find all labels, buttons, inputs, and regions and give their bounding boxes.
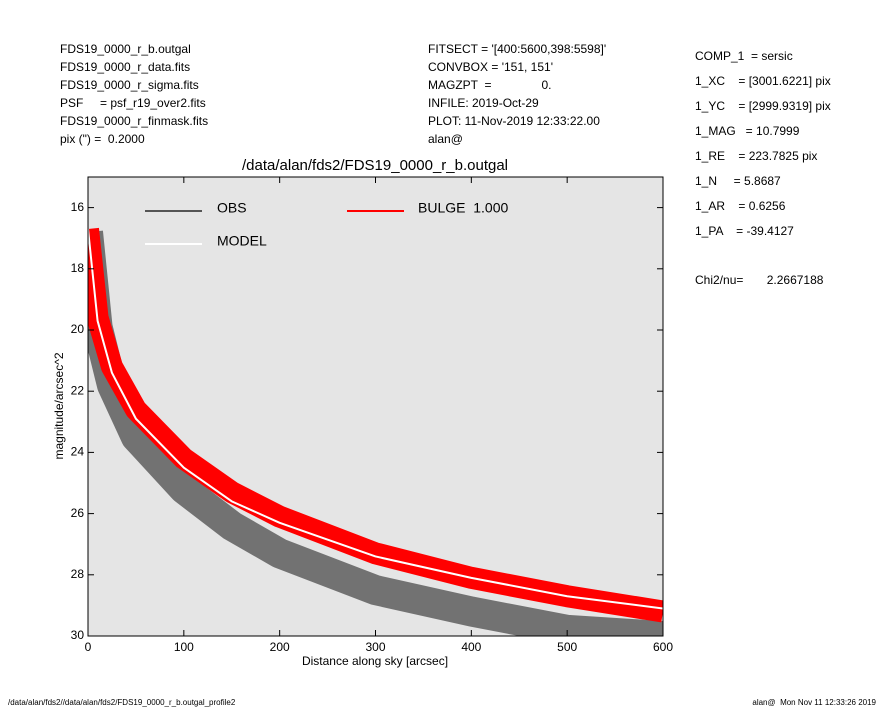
- header-right-line: 1_N = 5.8687: [695, 174, 781, 188]
- y-tick-label: 30: [71, 628, 85, 642]
- y-tick-label: 24: [71, 445, 85, 459]
- header-left-line: FDS19_0000_r_finmask.fits: [60, 114, 208, 128]
- x-tick-label: 400: [461, 640, 481, 654]
- header-right-line: 1_AR = 0.6256: [695, 199, 786, 213]
- header-left-line: FDS19_0000_r_sigma.fits: [60, 78, 199, 92]
- header-right-line: COMP_1 = sersic: [695, 49, 793, 63]
- plot-area: [88, 227, 663, 636]
- y-tick-label: 22: [71, 383, 85, 397]
- header-middle-line: PLOT: 11-Nov-2019 12:33:22.00: [428, 114, 600, 128]
- legend-label: MODEL: [217, 233, 267, 249]
- y-tick-label: 20: [71, 322, 85, 336]
- header-right-line: 1_RE = 223.7825 pix: [695, 149, 817, 163]
- header-middle-line: CONVBOX = '151, 151': [428, 60, 553, 74]
- plot-background: [88, 177, 663, 636]
- header-middle-line: MAGZPT = 0.: [428, 78, 551, 92]
- chi2-text: Chi2/nu= 2.2667188: [695, 273, 824, 287]
- header-right-line: 1_PA = -39.4127: [695, 224, 794, 238]
- header-right-line: 1_XC = [3001.6221] pix: [695, 74, 831, 88]
- x-tick-label: 200: [270, 640, 290, 654]
- y-tick-label: 26: [71, 506, 85, 520]
- header-middle-line: alan@: [428, 132, 463, 146]
- series-line: [88, 228, 663, 610]
- legend-label: OBS: [217, 200, 247, 216]
- chart-title: /data/alan/fds2/FDS19_0000_r_b.outgal: [242, 157, 508, 174]
- header-middle-line: INFILE: 2019-Oct-29: [428, 96, 539, 110]
- x-tick-label: 500: [557, 640, 577, 654]
- x-tick-label: 0: [85, 640, 92, 654]
- header-left-line: FDS19_0000_r_b.outgal: [60, 42, 191, 56]
- x-tick-label: 300: [365, 640, 385, 654]
- y-axis-label: magnitude/arcsec^2: [52, 352, 66, 459]
- x-axis-label: Distance along sky [arcsec]: [302, 654, 448, 668]
- header-right-line: 1_MAG = 10.7999: [695, 124, 800, 138]
- header-middle-line: FITSECT = '[400:5600,398:5598]': [428, 42, 606, 56]
- footer-right: alan@ Mon Nov 11 12:33:26 2019: [752, 698, 876, 707]
- header-left-line: FDS19_0000_r_data.fits: [60, 60, 190, 74]
- footer-left: /data/alan/fds2//data/alan/fds2/FDS19_00…: [8, 698, 236, 707]
- y-tick-label: 18: [71, 261, 85, 275]
- header-left-line: pix (") = 0.2000: [60, 132, 145, 146]
- legend-label: BULGE 1.000: [418, 200, 508, 216]
- header-left-line: PSF = psf_r19_over2.fits: [60, 96, 206, 110]
- x-tick-label: 100: [174, 640, 194, 654]
- y-tick-label: 28: [71, 567, 85, 581]
- header-right-line: 1_YC = [2999.9319] pix: [695, 99, 831, 113]
- y-tick-label: 16: [71, 200, 85, 214]
- x-tick-label: 600: [653, 640, 673, 654]
